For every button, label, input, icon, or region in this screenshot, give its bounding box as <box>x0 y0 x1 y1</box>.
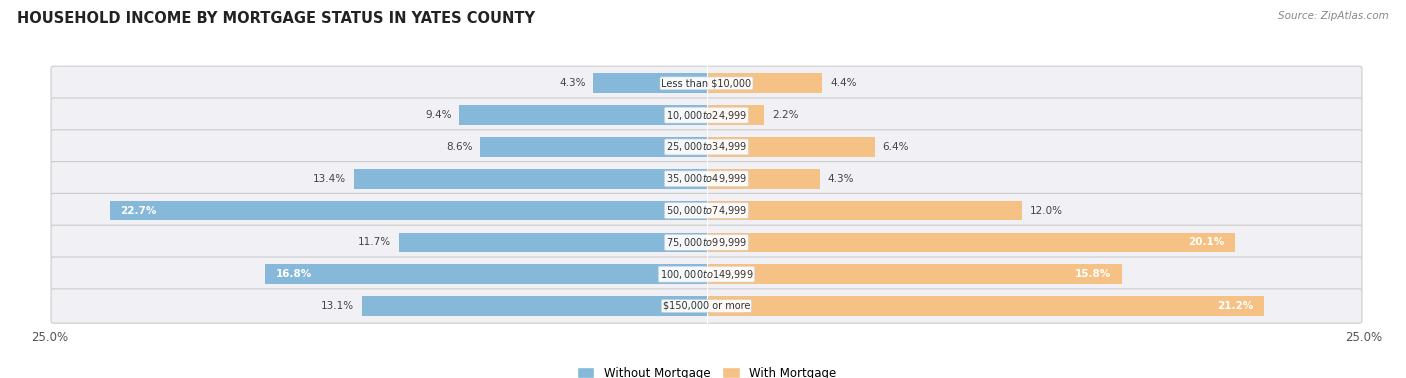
FancyBboxPatch shape <box>51 130 1362 164</box>
Text: $150,000 or more: $150,000 or more <box>662 301 751 311</box>
Bar <box>593 73 707 93</box>
Text: 8.6%: 8.6% <box>446 142 472 152</box>
Text: 13.4%: 13.4% <box>314 174 346 184</box>
Bar <box>707 264 1122 284</box>
Text: Less than $10,000: Less than $10,000 <box>661 78 752 88</box>
Bar <box>707 73 823 93</box>
FancyBboxPatch shape <box>51 98 1362 132</box>
Bar <box>354 169 707 189</box>
Text: 4.4%: 4.4% <box>830 78 856 88</box>
Bar <box>481 137 707 157</box>
FancyBboxPatch shape <box>51 289 1362 323</box>
Text: $10,000 to $24,999: $10,000 to $24,999 <box>666 108 747 122</box>
FancyBboxPatch shape <box>51 194 1362 228</box>
Bar <box>264 264 707 284</box>
Bar <box>399 232 707 252</box>
Legend: Without Mortgage, With Mortgage: Without Mortgage, With Mortgage <box>572 362 841 378</box>
Text: 13.1%: 13.1% <box>321 301 354 311</box>
Text: HOUSEHOLD INCOME BY MORTGAGE STATUS IN YATES COUNTY: HOUSEHOLD INCOME BY MORTGAGE STATUS IN Y… <box>17 11 534 26</box>
Bar <box>707 169 820 189</box>
Bar <box>707 105 765 125</box>
Text: 21.2%: 21.2% <box>1218 301 1253 311</box>
Bar <box>460 105 707 125</box>
Text: 9.4%: 9.4% <box>425 110 451 120</box>
FancyBboxPatch shape <box>51 225 1362 260</box>
Bar <box>363 296 707 316</box>
Text: 15.8%: 15.8% <box>1076 269 1111 279</box>
Text: $100,000 to $149,999: $100,000 to $149,999 <box>659 268 754 281</box>
Text: 20.1%: 20.1% <box>1188 237 1225 247</box>
Text: $75,000 to $99,999: $75,000 to $99,999 <box>666 236 747 249</box>
Bar <box>707 137 875 157</box>
Text: 2.2%: 2.2% <box>772 110 799 120</box>
Text: $35,000 to $49,999: $35,000 to $49,999 <box>666 172 747 185</box>
Text: 16.8%: 16.8% <box>276 269 312 279</box>
Bar <box>110 201 707 220</box>
FancyBboxPatch shape <box>51 257 1362 291</box>
Text: 12.0%: 12.0% <box>1031 206 1063 215</box>
Bar <box>707 201 1022 220</box>
Text: 4.3%: 4.3% <box>828 174 853 184</box>
Text: 6.4%: 6.4% <box>883 142 910 152</box>
Text: 11.7%: 11.7% <box>359 237 391 247</box>
Text: 4.3%: 4.3% <box>560 78 585 88</box>
Text: Source: ZipAtlas.com: Source: ZipAtlas.com <box>1278 11 1389 21</box>
Bar <box>707 232 1234 252</box>
Text: $50,000 to $74,999: $50,000 to $74,999 <box>666 204 747 217</box>
FancyBboxPatch shape <box>51 161 1362 196</box>
Text: $25,000 to $34,999: $25,000 to $34,999 <box>666 141 747 153</box>
Bar <box>707 296 1264 316</box>
Text: 22.7%: 22.7% <box>120 206 156 215</box>
FancyBboxPatch shape <box>51 66 1362 101</box>
